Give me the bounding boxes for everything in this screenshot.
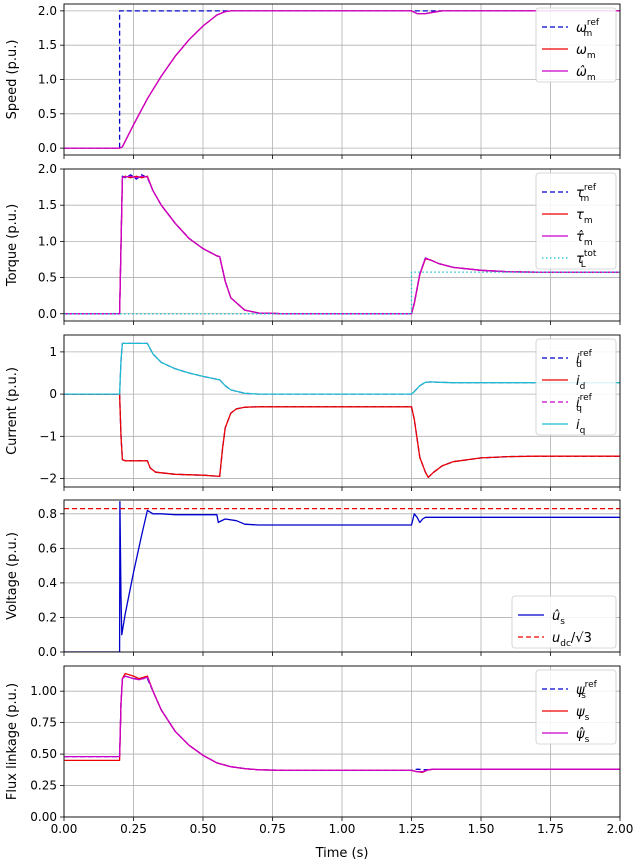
legend-label: udc/√3 bbox=[552, 631, 592, 649]
legend-label: ûs bbox=[552, 609, 565, 627]
series-line-3 bbox=[64, 271, 620, 315]
legend-label: iq bbox=[576, 418, 585, 436]
axes-frame bbox=[63, 3, 621, 156]
panel-3: 0.0 0.2 0.4 0.6 0.8 Voltage (p.u.) ûs udc/√3 bbox=[5, 499, 621, 659]
y-tick-label: 1.5 bbox=[38, 198, 57, 212]
legend: ûs udc/√3 bbox=[511, 595, 617, 649]
x-tick-label: 1.75 bbox=[537, 822, 564, 836]
y-tick-label: 0.75 bbox=[30, 716, 57, 730]
y-tick-label: 1.0 bbox=[38, 234, 57, 248]
x-tick-label: 1.50 bbox=[468, 822, 495, 836]
y-tick-label: 0.5 bbox=[38, 271, 57, 285]
y-tick-label: 0.0 bbox=[38, 307, 57, 321]
legend-label: ψref s bbox=[576, 680, 598, 701]
series-group bbox=[64, 501, 620, 652]
y-tick-label: 0.50 bbox=[30, 747, 57, 761]
x-tick-label: 2.00 bbox=[607, 822, 634, 836]
legend-label: τref m bbox=[576, 183, 597, 204]
y-tick-label: 2.0 bbox=[38, 162, 57, 176]
legend-label: τ̂m bbox=[576, 230, 593, 248]
x-tick-label: 0.00 bbox=[51, 822, 78, 836]
legend-label: ψs bbox=[576, 705, 590, 723]
legend-label: ψ̂s bbox=[576, 727, 590, 745]
legend-box bbox=[511, 595, 617, 649]
y-tick-label: 0.25 bbox=[30, 779, 57, 793]
legend-label: ωm bbox=[576, 43, 596, 61]
series-group bbox=[64, 672, 620, 773]
y-tick-label: 0.00 bbox=[30, 810, 57, 824]
y-tick-label: 1.5 bbox=[38, 38, 57, 52]
y-tick-label: −1 bbox=[39, 429, 57, 443]
y-tick-label: 2.0 bbox=[38, 4, 57, 18]
axes-frame bbox=[63, 168, 621, 322]
series-line-2 bbox=[64, 175, 620, 315]
panel-0: 0.0 0.5 1.0 1.5 2.0 Speed (p.u.) ωref m ωm ω̂m bbox=[5, 3, 621, 159]
x-axis-label: Time (s) bbox=[315, 846, 369, 861]
y-tick-label: −2 bbox=[39, 472, 57, 486]
legend-label: iref d bbox=[576, 349, 593, 370]
legend: ψref s ψs ψ̂s bbox=[535, 669, 617, 745]
panel-4: 0.00 0.25 0.50 0.75 1.00 1.25 1.50 1.75 2.00 0.00… bbox=[5, 665, 634, 836]
legend: ωref m ωm ω̂m bbox=[535, 7, 617, 83]
y-tick-label: 0.2 bbox=[38, 610, 57, 624]
legend-box bbox=[535, 172, 617, 270]
legend-label: id bbox=[576, 374, 585, 392]
series-line-1 bbox=[64, 393, 620, 478]
legend-box bbox=[535, 7, 617, 83]
legend-label: ω̂m bbox=[576, 65, 596, 83]
y-tick-label: 0.8 bbox=[38, 507, 57, 521]
y-tick-label: 1.0 bbox=[38, 73, 57, 87]
y-axis-label: Current (p.u.) bbox=[5, 367, 20, 455]
legend-label: iref q bbox=[576, 393, 593, 414]
y-axis-label: Torque (p.u.) bbox=[5, 204, 20, 287]
y-tick-label: 1.00 bbox=[30, 684, 57, 698]
series-group bbox=[64, 342, 620, 478]
x-tick-label: 0.50 bbox=[190, 822, 217, 836]
y-tick-label: 0.4 bbox=[38, 576, 57, 590]
x-tick-label: 1.25 bbox=[398, 822, 425, 836]
y-tick-label: 0.0 bbox=[38, 141, 57, 155]
series-line-0 bbox=[64, 501, 620, 652]
y-tick-label: 0 bbox=[49, 387, 57, 401]
y-axis-label: Flux linkage (p.u.) bbox=[5, 683, 20, 800]
axes-frame bbox=[63, 499, 621, 653]
panel-1: 0.0 0.5 1.0 1.5 2.0 Torque (p.u.) τref m τm τ̂mτt… bbox=[5, 162, 621, 325]
x-tick-label: 0.75 bbox=[259, 822, 286, 836]
legend-box bbox=[535, 338, 617, 436]
series-group bbox=[64, 174, 620, 315]
axes-frame bbox=[63, 334, 621, 488]
y-tick-label: 0.0 bbox=[38, 645, 57, 659]
x-tick-label: 0.25 bbox=[120, 822, 147, 836]
series-line-2 bbox=[64, 675, 620, 773]
series-line-2 bbox=[64, 10, 620, 149]
y-tick-label: 1 bbox=[49, 345, 57, 359]
x-tick-label: 1.00 bbox=[329, 822, 356, 836]
series-group bbox=[64, 10, 620, 149]
axes-frame bbox=[63, 665, 621, 818]
series-line-3 bbox=[64, 342, 620, 395]
y-axis-label: Voltage (p.u.) bbox=[5, 532, 20, 620]
y-axis-label: Speed (p.u.) bbox=[5, 40, 20, 120]
legend-label: τtot L bbox=[576, 249, 597, 270]
legend-label: τm bbox=[576, 208, 593, 226]
y-tick-label: 0.5 bbox=[38, 107, 57, 121]
legend-box bbox=[535, 669, 617, 745]
legend-label: ωref m bbox=[576, 18, 600, 39]
y-tick-label: 0.6 bbox=[38, 541, 57, 555]
